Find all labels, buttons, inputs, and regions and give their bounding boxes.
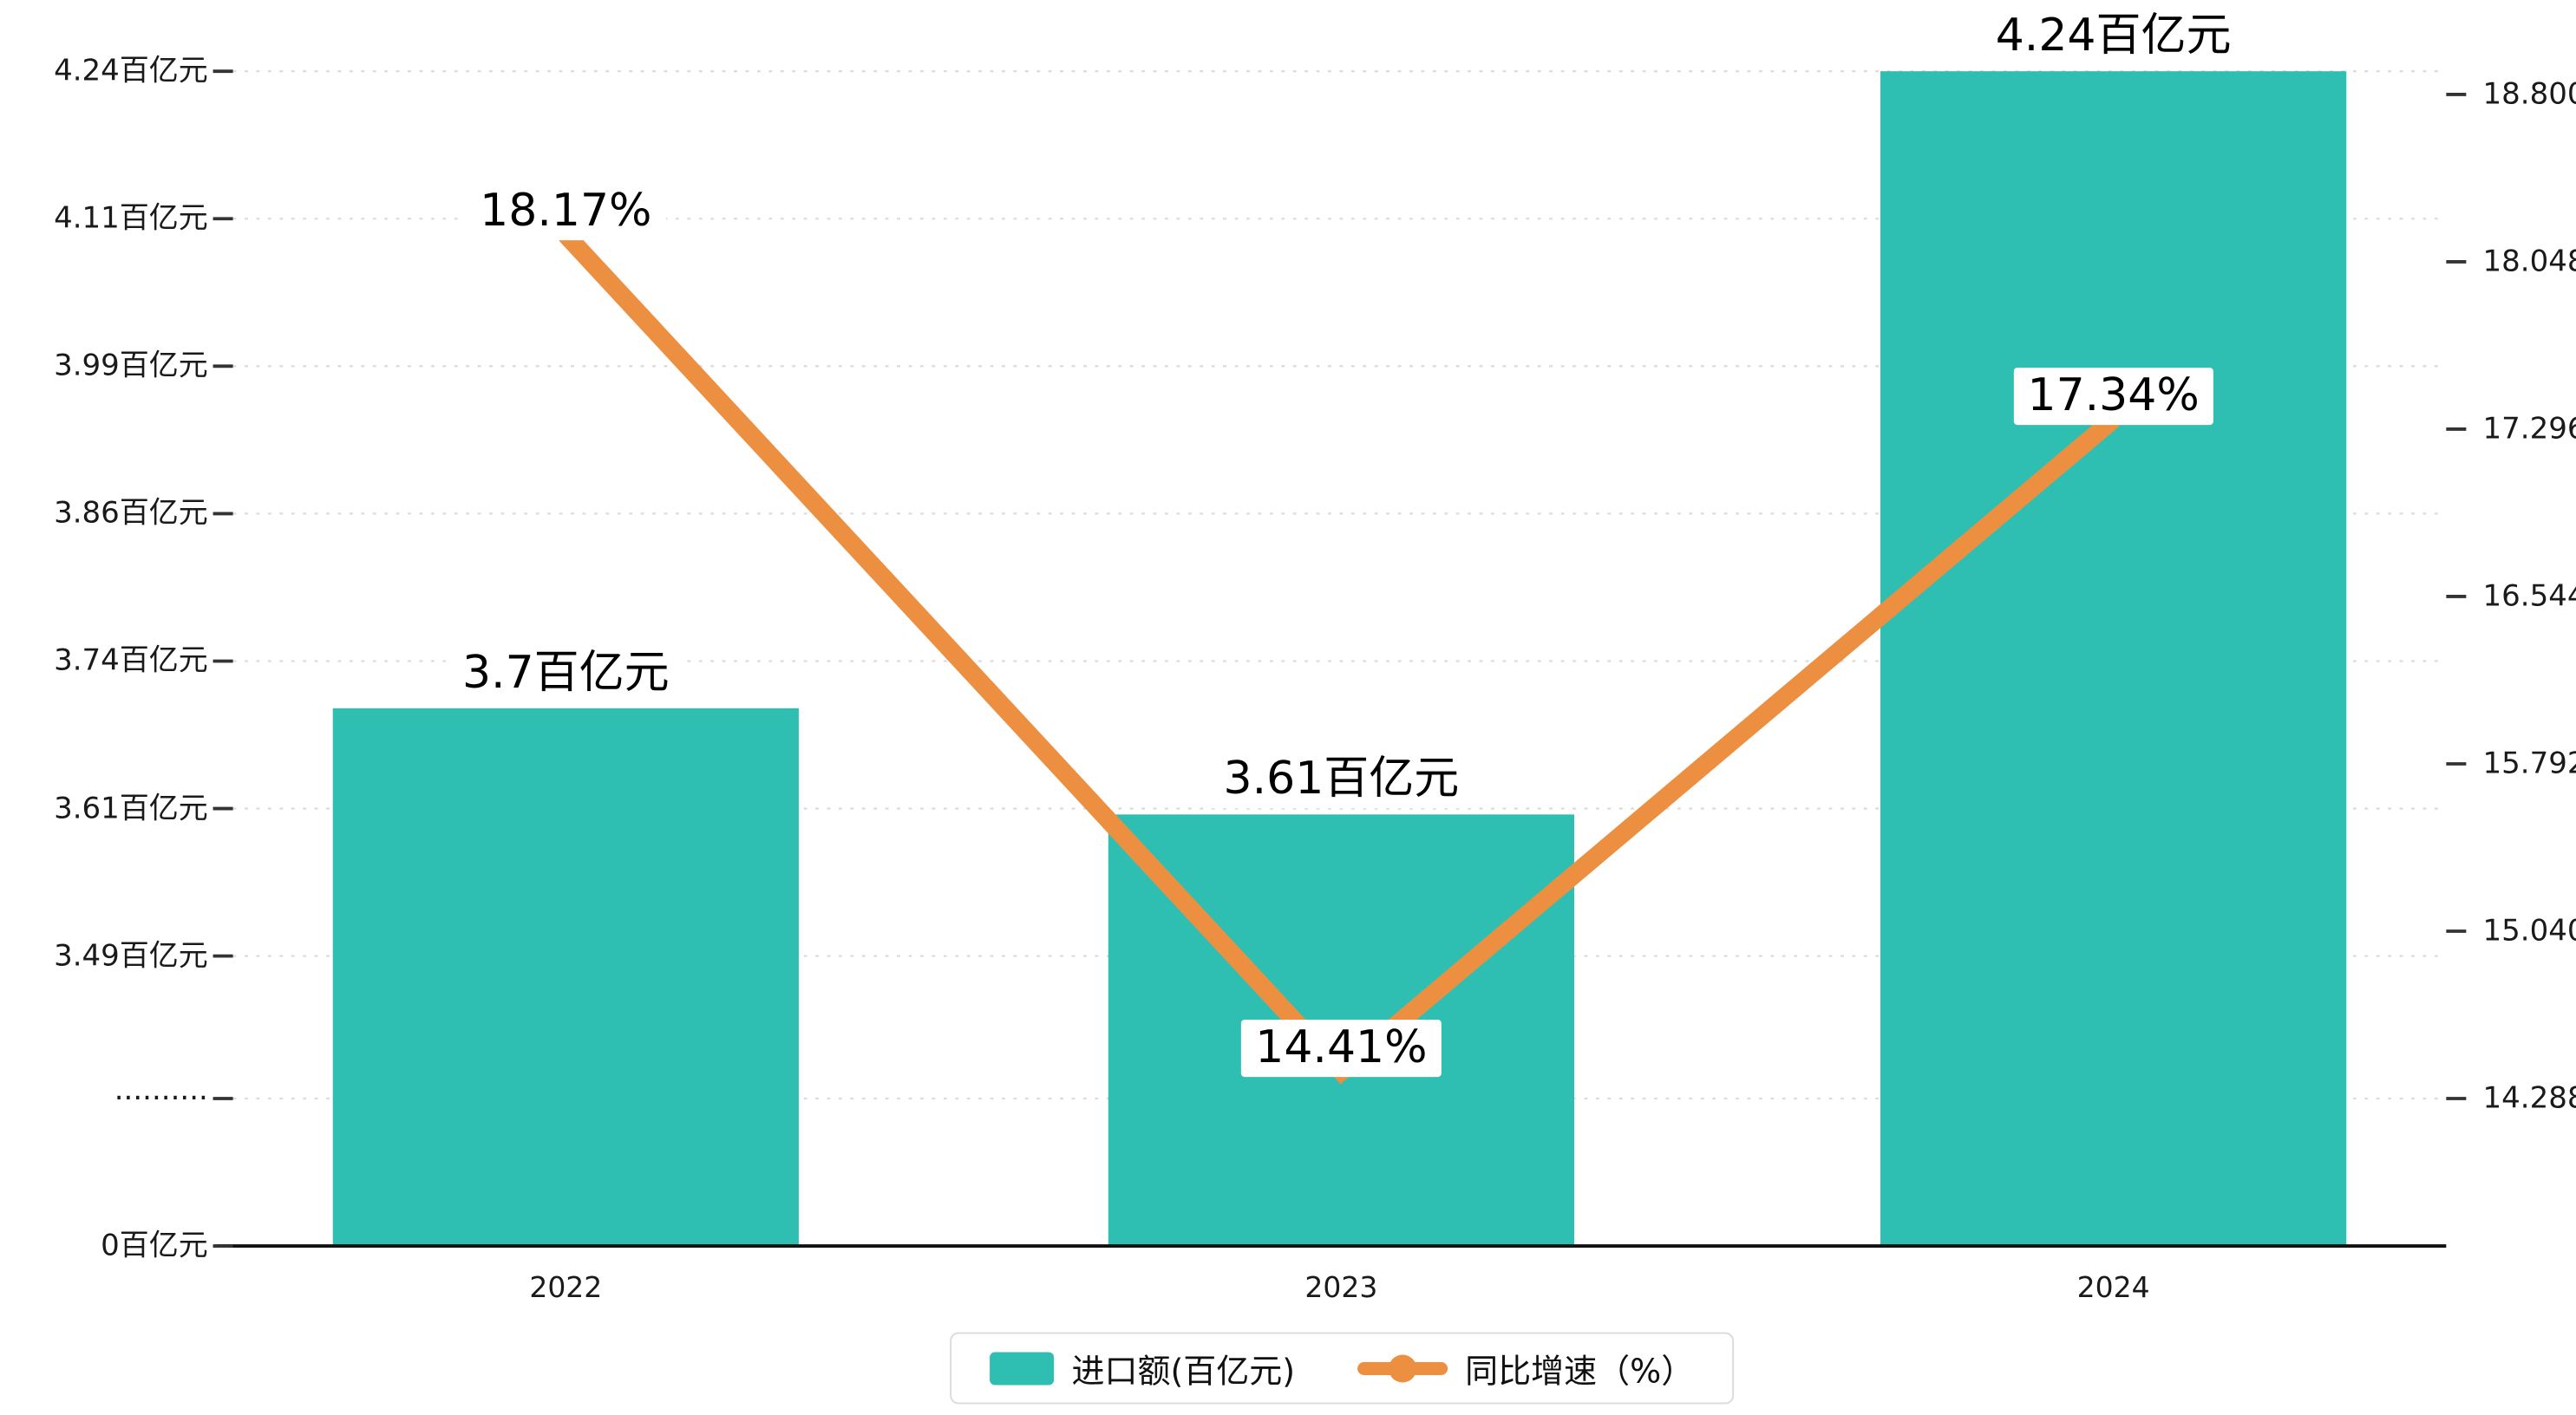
- legend: 进口额(百亿元) 同比增速（%）: [950, 1332, 1735, 1405]
- bar-2023[interactable]: [1108, 814, 1574, 1247]
- legend-label-growth: 同比增速（%）: [1465, 1352, 1695, 1391]
- bar-swatch-icon: [990, 1352, 1055, 1386]
- bar-2022[interactable]: [332, 708, 799, 1247]
- legend-item-growth[interactable]: 同比增速（%）: [1357, 1345, 1694, 1392]
- legend-item-imports[interactable]: 进口额(百亿元): [990, 1345, 1295, 1392]
- bar-2024[interactable]: [1880, 71, 2347, 1247]
- line-swatch-icon: [1357, 1351, 1448, 1386]
- legend-label-imports: 进口额(百亿元): [1071, 1352, 1296, 1391]
- line-swatch-dot-icon: [1389, 1354, 1417, 1383]
